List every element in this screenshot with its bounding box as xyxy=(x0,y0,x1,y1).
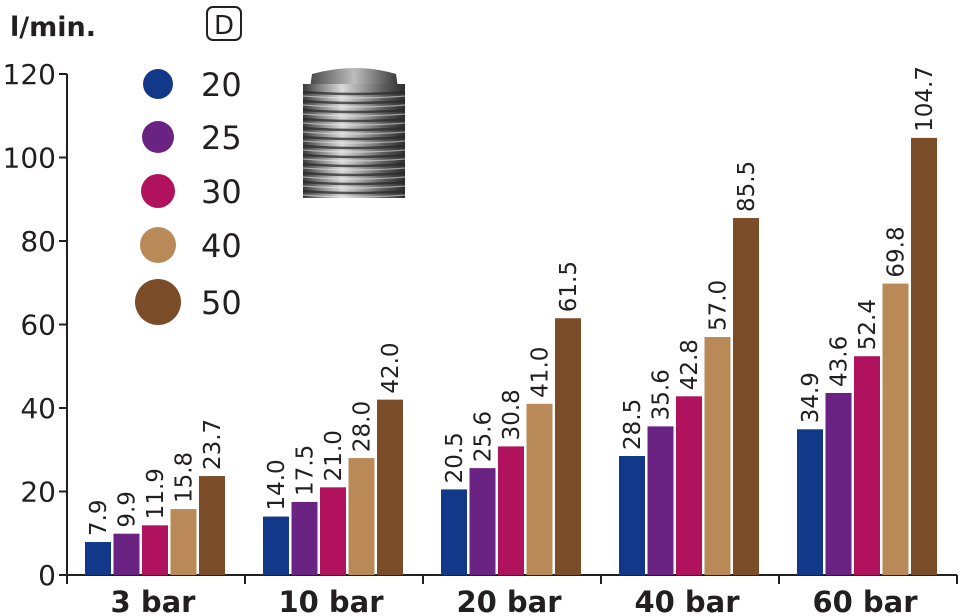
x-tick-label: 20 bar xyxy=(456,585,562,616)
data-label: 14.0 xyxy=(264,459,290,510)
bar-40bar-d20 xyxy=(619,456,645,575)
data-label: 43.6 xyxy=(827,336,853,387)
data-label: 21.0 xyxy=(321,430,347,481)
legend-label: 30 xyxy=(201,173,242,211)
bar-60bar-d20 xyxy=(797,429,823,575)
data-label: 69.8 xyxy=(884,226,910,277)
legend-label: 50 xyxy=(201,284,242,322)
data-label: 85.5 xyxy=(734,161,760,212)
y-tick-label: 80 xyxy=(20,225,56,258)
legend-label: 20 xyxy=(201,66,242,104)
bar-10bar-d25 xyxy=(291,501,318,575)
bar-3bar-d40 xyxy=(170,509,197,575)
bar-60bar-d40 xyxy=(882,283,909,575)
data-label: 23.7 xyxy=(200,419,226,470)
threaded-nozzle-photo-icon xyxy=(302,68,406,198)
x-tick-label: 10 bar xyxy=(278,585,384,616)
y-tick-label: 60 xyxy=(20,309,56,342)
x-tick-label: 3 bar xyxy=(111,585,197,616)
x-tick-label: 60 bar xyxy=(812,585,918,616)
y-tick-label: 20 xyxy=(20,476,56,509)
legend-marker-40 xyxy=(140,227,176,263)
data-label: 34.9 xyxy=(798,372,824,423)
legend-marker-20 xyxy=(143,69,173,99)
bar-3bar-d25 xyxy=(113,533,140,575)
bar-20bar-d20 xyxy=(441,489,467,575)
bar-40bar-d30 xyxy=(676,396,702,575)
category-labels: 3 bar 10 bar 20 bar 40 bar 60 bar xyxy=(111,585,919,616)
y-tick-label: 40 xyxy=(20,392,56,425)
bar-3bar-d30 xyxy=(142,525,168,575)
y-tick-label: 0 xyxy=(38,559,56,592)
bar-40bar-d25 xyxy=(647,426,674,575)
y-ticks: 0 20 40 60 80 100 120 xyxy=(3,58,67,592)
data-label: 52.4 xyxy=(855,299,881,350)
y-tick-label: 120 xyxy=(3,58,56,91)
x-tick-label: 40 bar xyxy=(634,585,740,616)
data-label: 28.0 xyxy=(350,401,376,452)
data-label: 35.6 xyxy=(649,369,675,420)
bar-10bar-d20 xyxy=(263,516,289,575)
legend: 20 25 30 40 50 xyxy=(135,66,242,325)
bar-40bar-d40 xyxy=(704,337,731,575)
data-label: 20.5 xyxy=(442,432,468,483)
data-label: 104.7 xyxy=(912,66,938,132)
legend-label: 25 xyxy=(201,119,242,157)
data-labels: 7.9 9.9 11.9 15.823.7 14.0 17.5 21.028.042.0 20… xyxy=(86,66,938,536)
legend-title-box xyxy=(206,6,242,41)
bar-60bar-d50 xyxy=(911,137,937,575)
legend-marker-30 xyxy=(141,174,175,208)
x-ticks xyxy=(66,575,958,584)
bar-10bar-d50 xyxy=(377,399,403,575)
bar-20bar-d40 xyxy=(526,403,553,575)
bar-20bar-d30 xyxy=(498,446,524,575)
bar-60bar-d25 xyxy=(825,392,852,575)
y-tick-label: 100 xyxy=(3,142,56,175)
legend-label: 40 xyxy=(201,227,242,265)
data-label: 30.8 xyxy=(499,389,525,440)
bar-3bar-d50 xyxy=(199,476,225,575)
bar-10bar-d30 xyxy=(320,487,346,575)
bar-60bar-d30 xyxy=(854,356,880,575)
bars xyxy=(85,137,937,575)
data-label: 7.9 xyxy=(86,499,112,536)
bar-10bar-d40 xyxy=(348,458,375,575)
data-label: 61.5 xyxy=(556,261,582,312)
data-label: 42.0 xyxy=(378,342,404,393)
data-label: 25.6 xyxy=(471,411,497,462)
y-axis-label: l/min. xyxy=(10,12,96,43)
legend-marker-25 xyxy=(142,121,174,153)
data-label: 9.9 xyxy=(115,491,141,528)
bar-40bar-d50 xyxy=(733,218,759,575)
data-label: 41.0 xyxy=(528,347,554,398)
data-label: 42.8 xyxy=(677,339,703,390)
bar-20bar-d50 xyxy=(555,318,581,575)
legend-title-text: D xyxy=(214,11,234,41)
thread-ridges xyxy=(302,90,406,198)
data-label: 11.9 xyxy=(143,468,169,519)
bar-20bar-d25 xyxy=(469,468,496,575)
data-label: 28.5 xyxy=(620,399,646,450)
bar-3bar-d20 xyxy=(85,542,111,575)
data-label: 57.0 xyxy=(706,280,732,331)
legend-marker-50 xyxy=(135,279,181,325)
legend-title: D xyxy=(206,6,242,41)
data-label: 17.5 xyxy=(293,445,319,496)
data-label: 15.8 xyxy=(172,452,198,503)
